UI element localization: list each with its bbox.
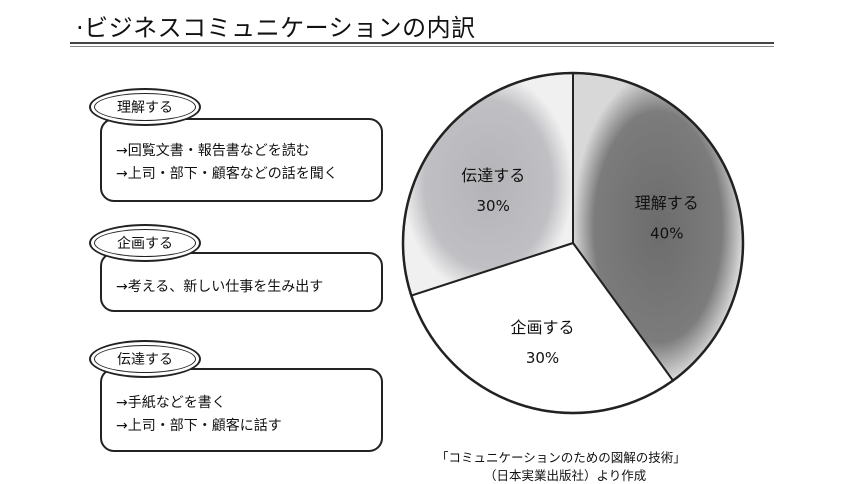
item-box-convey: →手紙などを書く →上司・部下・顧客に話す	[100, 368, 383, 452]
item-box-understand: →回覧文書・報告書などを読む →上司・部下・顧客などの話を聞く	[100, 118, 383, 202]
item-tag-plan: 企画する	[89, 224, 201, 262]
item-tag-understand: 理解する	[89, 88, 201, 126]
item-line: →考える、新しい仕事を生み出す	[116, 279, 324, 295]
item-tag-convey: 伝達する	[89, 340, 201, 378]
item-line: →上司・部下・顧客などの話を聞く	[116, 166, 338, 182]
source-line-2: （日本実業出版社）より作成	[484, 468, 647, 483]
item-line: →手紙などを書く	[116, 395, 226, 411]
pie-slice-label: 理解する	[635, 194, 699, 213]
title-rule-thin	[70, 46, 774, 47]
pie-outline	[401, 71, 745, 415]
title-rule	[70, 42, 774, 44]
pie-slice-value: 30%	[526, 349, 559, 367]
item-tag-label: 企画する	[94, 229, 196, 257]
pie-slice-value: 40%	[650, 225, 683, 243]
pie-slice-label: 企画する	[510, 318, 574, 337]
item-line: →回覧文書・報告書などを読む	[116, 143, 310, 159]
item-tag-label: 理解する	[94, 93, 196, 121]
item-line: →上司・部下・顧客に話す	[116, 418, 282, 434]
item-tag-label: 伝達する	[94, 345, 196, 373]
pie-slice-value: 30%	[477, 197, 510, 215]
pie-slice-label: 伝達する	[461, 166, 525, 185]
page-title: ·ビジネスコミュニケーションの内訳	[76, 14, 476, 42]
item-box-plan: →考える、新しい仕事を生み出す	[100, 252, 383, 312]
source-line-1: 「コミュニケーションのための図解の技術」	[436, 450, 686, 465]
